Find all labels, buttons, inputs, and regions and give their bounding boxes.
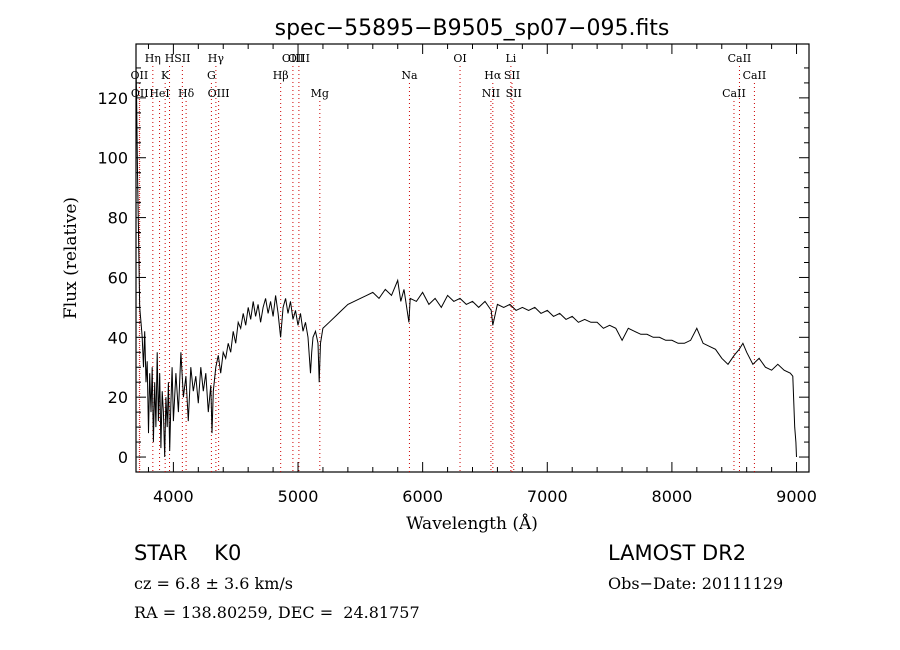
x-tick-label: 7000 bbox=[527, 487, 568, 506]
chart-title: spec−55895−B9505_sp07−095.fits bbox=[275, 16, 670, 41]
redshift-readout: cz = 6.8 ± 3.6 km/s bbox=[134, 574, 293, 593]
x-axis-ticks: 4000 5000 6000 7000 8000 9000 bbox=[147, 44, 817, 506]
survey-name: LAMOST DR2 bbox=[608, 541, 747, 565]
y-tick-label: 120 bbox=[97, 89, 128, 108]
line-marker-label: Hδ bbox=[178, 87, 195, 100]
line-marker-label: OII bbox=[131, 69, 149, 82]
y-tick-label: 60 bbox=[108, 268, 128, 287]
plot-frame bbox=[135, 43, 810, 473]
y-tick-label: 100 bbox=[97, 149, 128, 168]
spectrum-line bbox=[135, 67, 797, 458]
x-tick-label: 5000 bbox=[278, 487, 319, 506]
line-marker-label: SII bbox=[506, 87, 522, 100]
line-marker-label: Hγ bbox=[208, 52, 225, 65]
line-marker-label: H bbox=[165, 52, 175, 65]
x-tick-label: 8000 bbox=[652, 487, 693, 506]
object-class: STAR K0 bbox=[134, 541, 242, 565]
y-tick-label: 0 bbox=[118, 448, 128, 467]
y-tick-label: 20 bbox=[108, 388, 128, 407]
line-marker-label: Na bbox=[401, 69, 418, 82]
line-marker-label: OI bbox=[453, 52, 466, 65]
line-marker-label: CaII bbox=[722, 87, 746, 100]
line-marker-label: SII bbox=[174, 52, 190, 65]
line-marker-label: HeI bbox=[149, 87, 169, 100]
line-marker-label: Mg bbox=[311, 87, 329, 100]
line-marker-label: NII bbox=[482, 87, 500, 100]
line-marker-label: CaII bbox=[743, 69, 767, 82]
line-marker-label: Hβ bbox=[273, 69, 289, 82]
line-marker-label: CaII bbox=[728, 52, 752, 65]
x-tick-label: 4000 bbox=[153, 487, 194, 506]
line-marker-label: Hα bbox=[484, 69, 502, 82]
line-marker-label: K bbox=[161, 69, 170, 82]
x-axis-label: Wavelength (Å) bbox=[406, 513, 538, 534]
coordinates-readout: RA = 138.80259, DEC = 24.81757 bbox=[134, 603, 420, 622]
line-marker-label: SII bbox=[504, 69, 520, 82]
line-marker-label: OIII bbox=[208, 87, 230, 100]
line-marker-label: G bbox=[207, 69, 216, 82]
y-axis-label: Flux (relative) bbox=[61, 197, 81, 319]
observation-date: Obs−Date: 20111129 bbox=[608, 574, 784, 593]
line-marker-label: OIII bbox=[288, 52, 310, 65]
x-tick-label: 6000 bbox=[402, 487, 443, 506]
y-tick-label: 40 bbox=[108, 328, 128, 347]
y-axis-ticks: 0 20 40 60 80 100 120 bbox=[97, 67, 809, 467]
line-marker-label: OIII bbox=[282, 52, 304, 65]
line-marker-label: Hη bbox=[145, 52, 161, 65]
x-tick-label: 9000 bbox=[776, 487, 817, 506]
line-marker-label: OII bbox=[131, 87, 149, 100]
y-tick-label: 80 bbox=[108, 209, 128, 228]
line-marker-label: Li bbox=[505, 52, 516, 65]
emission-line-markers bbox=[138, 66, 755, 472]
